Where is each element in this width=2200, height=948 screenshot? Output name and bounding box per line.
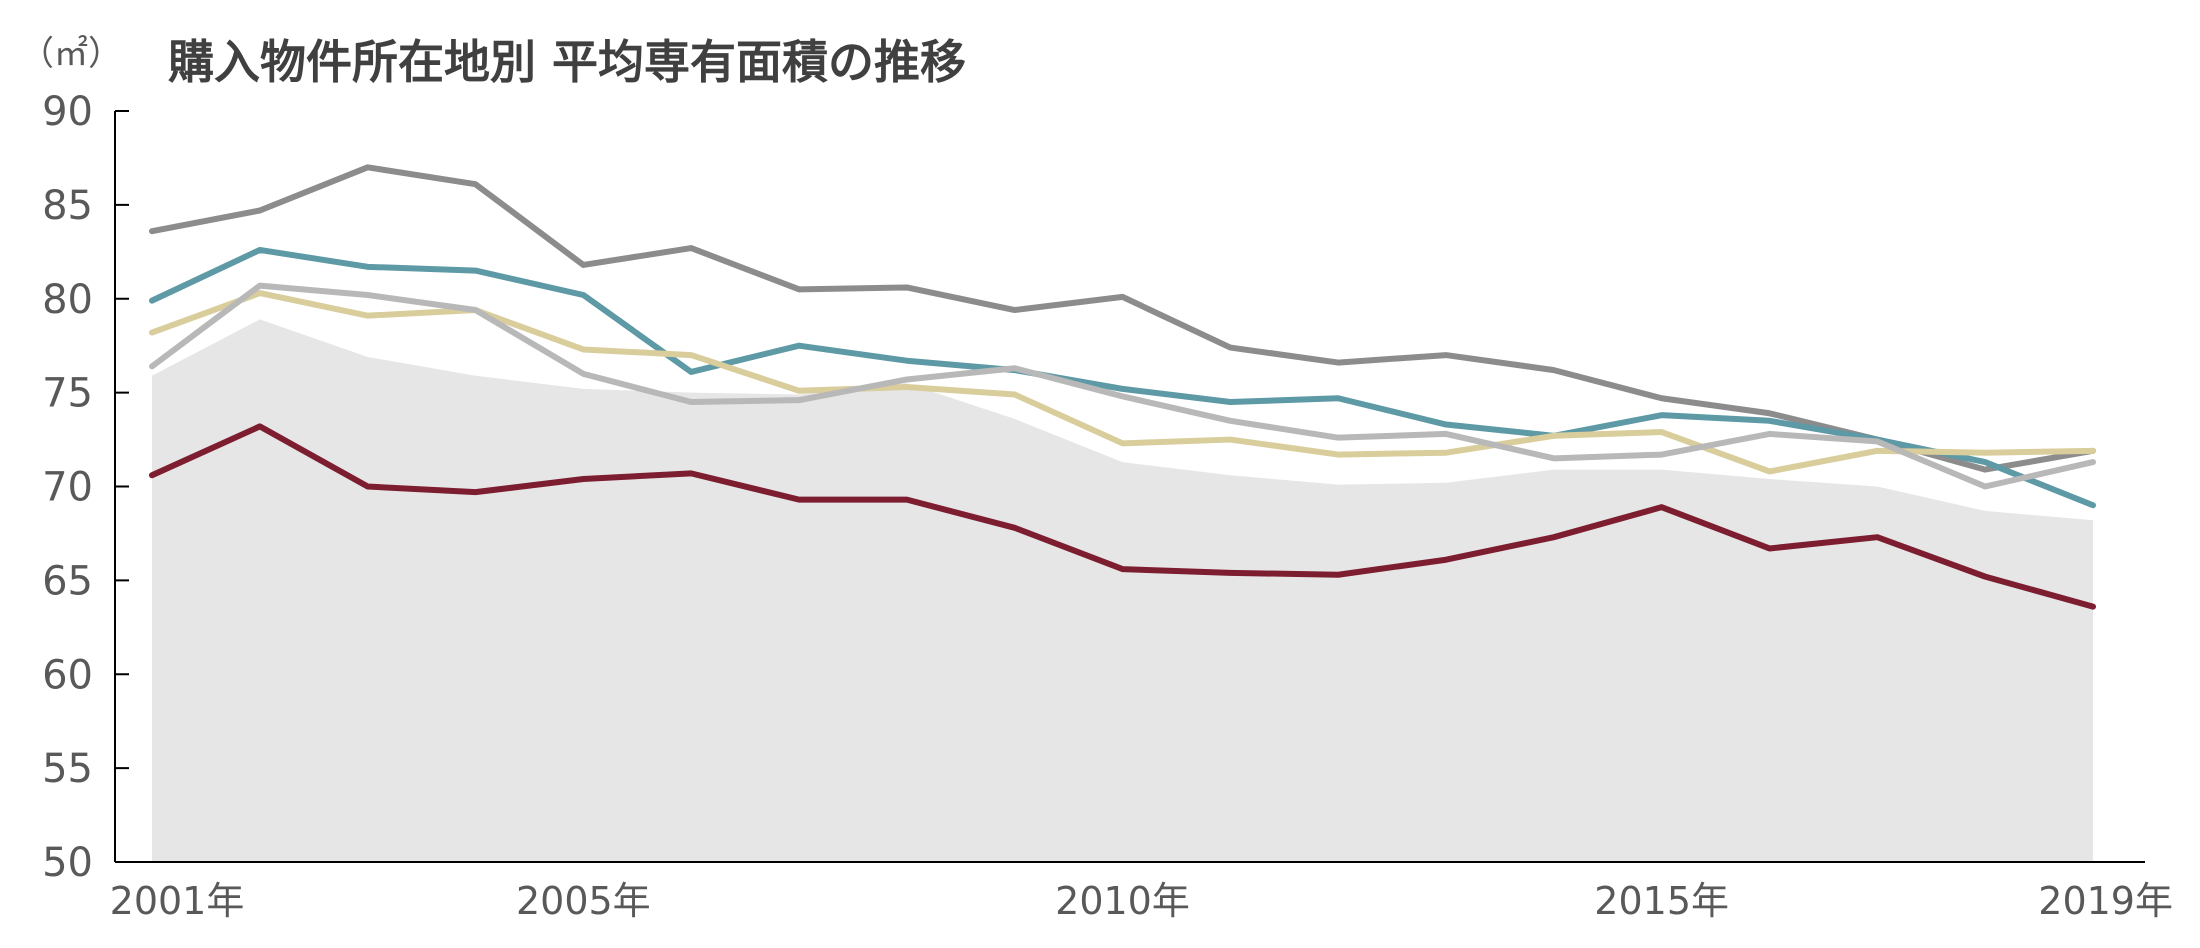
series-line-4 (149, 282, 2096, 490)
area-layer (152, 319, 2093, 863)
x-tick-label: 2015年 (1594, 879, 1729, 923)
x-tick-label: 2010年 (1055, 879, 1190, 923)
y-tick-label: 55 (42, 746, 93, 792)
y-tick-label: 70 (42, 465, 93, 511)
y-tick-label: 65 (42, 558, 93, 604)
x-tick-label: 2005年 (516, 879, 651, 923)
series-lines (149, 164, 2096, 610)
y-ticks: 50 55 60 65 70 75 80 85 90 (42, 89, 129, 886)
y-tick-label: 80 (42, 277, 93, 323)
y-tick-label: 75 (42, 371, 93, 417)
y-tick-label: 85 (42, 183, 93, 229)
x-tick-label: 2019年 (2038, 879, 2173, 923)
area-series (152, 319, 2093, 863)
y-tick-label: 50 (42, 840, 93, 886)
y-axis-unit-label: （㎡） (20, 34, 122, 74)
series-line-5 (149, 423, 2096, 610)
x-tick-label: 2001年 (110, 879, 245, 923)
y-tick-label: 60 (42, 652, 93, 698)
series-line-2 (149, 246, 2096, 509)
y-tick-label: 90 (42, 89, 93, 135)
x-ticks: 2001年 2005年 2010年 2015年 2019年 (110, 879, 2173, 923)
series-line-1 (149, 164, 2096, 473)
chart-title: 購入物件所在地別 平均専有面積の推移 (168, 35, 966, 89)
